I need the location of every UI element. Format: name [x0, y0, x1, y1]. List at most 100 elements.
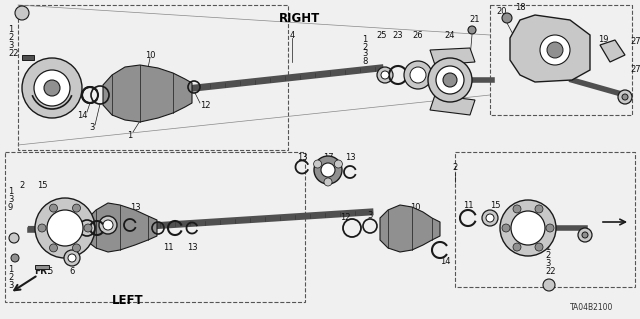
Polygon shape [430, 48, 475, 65]
Circle shape [404, 61, 432, 89]
Circle shape [321, 163, 335, 177]
Circle shape [35, 198, 95, 258]
Text: 14: 14 [77, 110, 87, 120]
Text: 8: 8 [362, 56, 367, 65]
Text: 19: 19 [598, 35, 609, 44]
Circle shape [410, 67, 426, 83]
Text: 10: 10 [410, 203, 420, 211]
Circle shape [622, 94, 628, 100]
Circle shape [381, 71, 389, 79]
Bar [455, 152, 635, 287]
Text: 27: 27 [630, 65, 640, 75]
Circle shape [500, 200, 556, 256]
Circle shape [84, 224, 92, 232]
Polygon shape [430, 95, 475, 115]
Bar [22, 55, 34, 60]
Circle shape [468, 26, 476, 34]
Text: 21: 21 [470, 16, 480, 25]
Circle shape [428, 58, 472, 102]
Text: 4: 4 [289, 31, 294, 40]
Text: 1: 1 [8, 265, 13, 275]
Text: 1: 1 [8, 26, 13, 34]
Text: 2: 2 [362, 42, 367, 51]
Text: 3: 3 [362, 49, 367, 58]
Text: 3: 3 [8, 41, 13, 50]
Text: TA04B2100: TA04B2100 [570, 303, 613, 313]
Circle shape [377, 67, 393, 83]
Text: 12: 12 [340, 213, 350, 222]
Text: 1: 1 [127, 130, 132, 139]
Text: 13: 13 [130, 204, 140, 212]
Text: 17: 17 [323, 152, 333, 161]
Circle shape [47, 210, 83, 246]
Text: 26: 26 [413, 31, 423, 40]
Circle shape [72, 244, 81, 252]
Text: 6: 6 [69, 268, 75, 277]
Text: 3: 3 [90, 123, 95, 132]
Circle shape [511, 211, 545, 245]
Text: 15: 15 [490, 201, 500, 210]
Circle shape [72, 204, 81, 212]
Text: 13: 13 [297, 152, 307, 161]
Circle shape [436, 66, 464, 94]
Circle shape [618, 90, 632, 104]
Circle shape [513, 243, 521, 251]
Circle shape [502, 13, 512, 23]
Text: RIGHT: RIGHT [280, 11, 321, 25]
Text: 23: 23 [393, 31, 403, 40]
Circle shape [513, 205, 521, 213]
Circle shape [582, 232, 588, 238]
Circle shape [578, 228, 592, 242]
Circle shape [334, 160, 342, 168]
Text: 1: 1 [362, 35, 367, 44]
Text: 22: 22 [545, 268, 556, 277]
Text: 24: 24 [445, 31, 455, 40]
Text: 11: 11 [163, 243, 173, 253]
Text: 9: 9 [8, 204, 13, 212]
Circle shape [314, 156, 342, 184]
Text: 16: 16 [113, 211, 124, 220]
Text: LEFT: LEFT [112, 293, 144, 307]
Circle shape [34, 70, 70, 106]
Text: 7: 7 [508, 211, 513, 219]
Text: 3: 3 [8, 196, 13, 204]
Text: 3: 3 [8, 281, 13, 291]
Text: 2: 2 [19, 181, 24, 189]
Text: 27: 27 [630, 38, 640, 47]
Circle shape [486, 214, 494, 222]
Text: 14: 14 [440, 257, 451, 266]
Circle shape [535, 243, 543, 251]
Circle shape [540, 35, 570, 65]
Circle shape [44, 80, 60, 96]
Text: 2: 2 [545, 251, 550, 261]
Text: 22: 22 [8, 49, 19, 58]
Circle shape [11, 254, 19, 262]
Text: 12: 12 [200, 100, 211, 109]
Text: 20: 20 [497, 8, 508, 17]
Circle shape [64, 250, 80, 266]
Text: 18: 18 [515, 4, 525, 12]
Polygon shape [88, 203, 157, 252]
Text: 13: 13 [187, 243, 197, 253]
Circle shape [543, 279, 555, 291]
Circle shape [324, 178, 332, 186]
Text: 2: 2 [8, 273, 13, 283]
Text: 1: 1 [8, 188, 13, 197]
Circle shape [443, 73, 457, 87]
Text: 15: 15 [36, 181, 47, 189]
Text: 2: 2 [8, 33, 13, 42]
Text: 11: 11 [463, 201, 473, 210]
Text: 13: 13 [345, 152, 355, 161]
Bar [490, 5, 632, 115]
Bar [35, 265, 49, 269]
Text: 5: 5 [47, 268, 52, 277]
Circle shape [546, 224, 554, 232]
Text: 10: 10 [145, 50, 156, 60]
Circle shape [103, 220, 113, 230]
Circle shape [99, 216, 117, 234]
Circle shape [314, 160, 322, 168]
Circle shape [49, 204, 58, 212]
Circle shape [482, 210, 498, 226]
Polygon shape [380, 205, 440, 252]
Circle shape [68, 254, 76, 262]
